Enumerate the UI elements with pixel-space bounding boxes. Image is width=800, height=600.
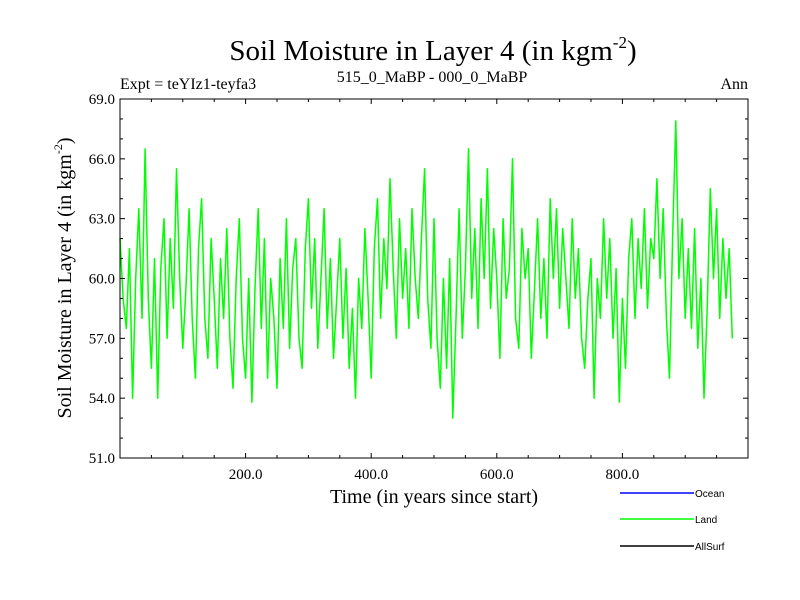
x-tick-label: 600.0 [480,467,514,483]
series-line-land [119,120,734,419]
legend-item-land: Land [620,515,717,526]
y-tick-label: 51.0 [89,451,115,467]
y-axis-label-close: ) [54,137,76,144]
season-label: Ann [720,76,748,93]
y-axis-label-text: Soil Moisture in Layer 4 (in kgm [54,154,76,419]
legend-item-ocean: Ocean [620,489,724,500]
y-tick-label: 63.0 [89,212,115,228]
experiment-label: Expt = teYIz1-teyfa3 [120,76,256,93]
chart-title-text: Soil Moisture in Layer 4 (in kgm [229,35,613,67]
legend-label-land: Land [695,515,717,526]
x-tick-label: 400.0 [354,467,388,483]
legend: Ocean Land AllSurf [620,489,725,553]
y-tick-label: 57.0 [89,331,115,347]
y-tick-label: 69.0 [89,92,115,108]
chart-title: Soil Moisture in Layer 4 (in kgm-2) [229,33,636,67]
legend-item-allsurf: AllSurf [620,542,725,553]
x-tick-label: 200.0 [229,467,263,483]
y-axis-label: Soil Moisture in Layer 4 (in kgm-2) [51,137,76,418]
legend-label-allsurf: AllSurf [695,542,725,553]
y-tick-label: 54.0 [89,391,115,407]
legend-label-ocean: Ocean [695,489,724,500]
y-axis-ticks: 51.0 54.0 57.0 60.0 63.0 66.0 69.0 [89,92,748,467]
plot-frame [119,98,749,459]
period-label: 515_0_MaBP - 000_0_MaBP [337,69,528,86]
data-series [119,120,734,419]
y-tick-label: 60.0 [89,272,115,288]
y-axis-label-exponent: -2 [51,144,65,154]
chart-title-close: ) [627,35,637,67]
x-axis-ticks: 200.0 400.0 600.0 800.0 [150,99,718,483]
y-tick-label: 66.0 [89,152,115,168]
x-tick-label: 800.0 [606,467,640,483]
x-axis-label: Time (in years since start) [330,486,538,508]
chart-title-exponent: -2 [613,33,627,52]
